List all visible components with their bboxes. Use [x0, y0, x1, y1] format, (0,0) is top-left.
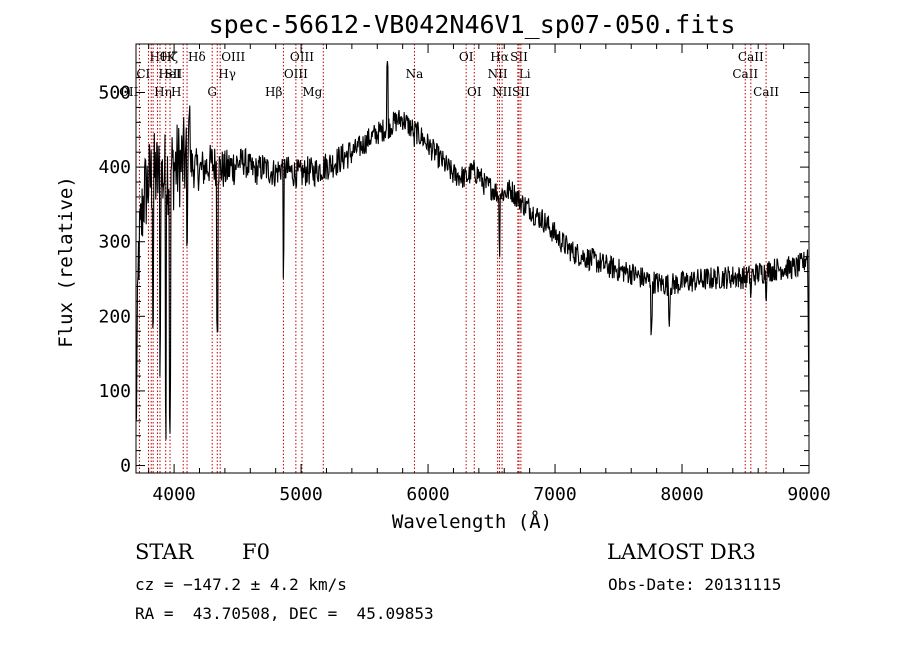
line-marker-label: OIII — [284, 67, 308, 81]
x-axis-label: Wavelength (Å) — [392, 510, 552, 533]
line-marker-label: Hβ — [265, 85, 282, 99]
line-marker-label: CaII — [738, 50, 764, 64]
line-marker-label: CaII — [732, 67, 758, 81]
line-marker-label: Mg — [302, 85, 322, 99]
line-marker-label: OI — [467, 85, 482, 99]
line-marker-label: Hδ — [188, 50, 206, 64]
line-marker-label: Hγ — [218, 67, 236, 81]
line-marker-label: H — [171, 85, 181, 99]
spectrum-line — [135, 60, 810, 440]
line-marker-label: CaII — [753, 85, 779, 99]
x-tick-label: 4000 — [152, 484, 195, 505]
survey-name: LAMOST DR3 — [607, 540, 756, 564]
obs-date: Obs-Date: 20131115 — [608, 575, 782, 594]
y-tick-label: 0 — [120, 456, 131, 477]
line-marker-label: Hη — [154, 85, 172, 99]
line-marker-label: NII — [492, 85, 512, 99]
line-marker-label: OI — [459, 50, 474, 64]
x-tick-label: 7000 — [533, 484, 576, 505]
x-tick-label: 9000 — [787, 484, 830, 505]
line-marker-label: OIII — [221, 50, 245, 64]
line-marker-label: CI — [136, 67, 150, 81]
y-tick-label: 200 — [98, 306, 131, 327]
x-tick-label: 6000 — [406, 484, 449, 505]
y-tick-label: 400 — [98, 157, 131, 178]
y-axis-label: Flux (relative) — [55, 176, 77, 348]
x-tick-label: 8000 — [660, 484, 703, 505]
redshift-value: cz = −147.2 ± 4.2 km/s — [135, 575, 347, 594]
line-marker-label: Na — [406, 67, 424, 81]
object-class: STAR — [135, 540, 194, 564]
line-marker-label: Hα — [490, 50, 509, 64]
line-marker-label: SII — [165, 67, 183, 81]
line-marker-label: Li — [519, 67, 531, 81]
spectrum-chart: spec-56612-VB042N46V1_sp07-050.fits OII H… — [55, 10, 831, 533]
y-tick-label: 300 — [98, 232, 131, 253]
spectrum-layer — [135, 60, 810, 440]
line-marker-label: SII — [510, 50, 528, 64]
chart-title: spec-56612-VB042N46V1_sp07-050.fits — [209, 10, 736, 39]
plot-frame — [135, 43, 810, 474]
coordinates: RA = 43.70508, DEC = 45.09853 — [135, 604, 434, 623]
y-tick-label: 500 — [98, 82, 131, 103]
line-marker-label: OIII — [290, 50, 314, 64]
y-tick-label: 100 — [98, 381, 131, 402]
line-marker-label: Hζ — [161, 50, 178, 64]
line-marker-label: NII — [488, 67, 508, 81]
axes: 4000 5000 6000 7000 8000 9000 0 100 200 300 400 500 — [98, 43, 831, 505]
line-marker-label: HeI — [158, 67, 181, 81]
line-marker-label: K — [167, 50, 177, 64]
line-marker-label: Hθ — [149, 50, 167, 64]
x-tick-label: 5000 — [279, 484, 322, 505]
line-marker-label: OII — [119, 85, 139, 99]
line-marker-label: SII — [512, 85, 530, 99]
subclass: F0 — [242, 540, 270, 564]
line-marker-label: G — [207, 85, 217, 99]
